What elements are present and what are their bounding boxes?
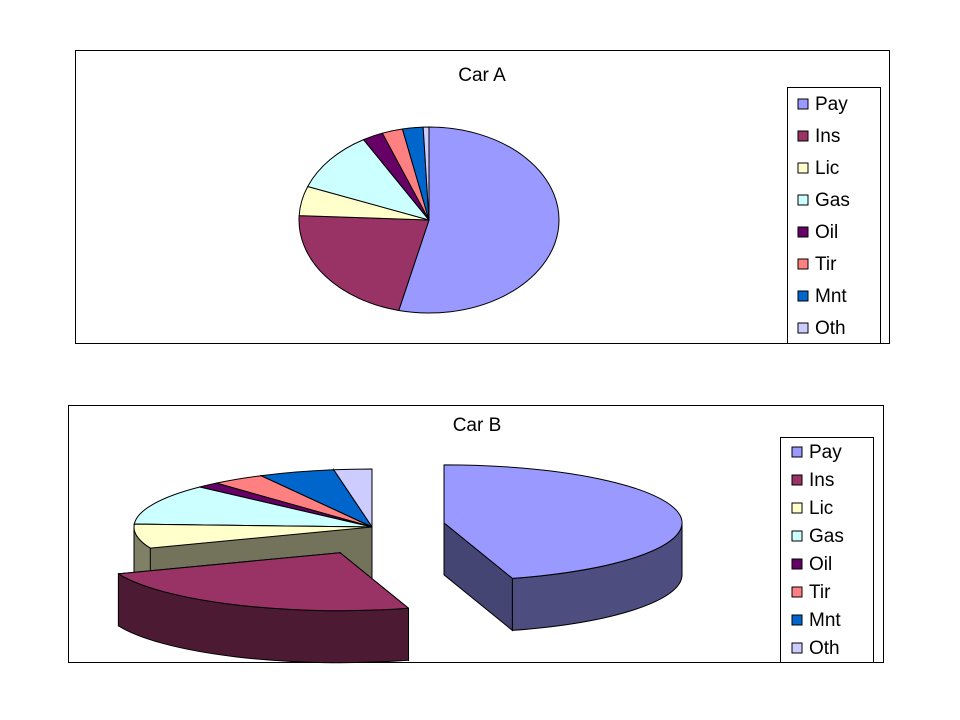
chart-b-legend-swatch-tir: [791, 586, 803, 598]
chart-b-legend-label-tir: Tir: [809, 582, 831, 603]
chart-b: Car B Pay Ins Lic Gas Oil Tir Mnt Oth: [68, 405, 884, 664]
chart-a-legend-label-tir: Tir: [815, 254, 837, 275]
chart-a-slices: [298, 126, 560, 314]
chart-a-slice-pay: [398, 126, 560, 314]
chart-b-slices: [117, 464, 683, 664]
chart-b-legend-label-mnt: Mnt: [809, 610, 841, 631]
chart-a-legend-label-ins: Ins: [815, 126, 840, 147]
chart-b-legend-swatch-ins: [791, 474, 803, 486]
chart-b-legend-label-pay: Pay: [809, 442, 842, 463]
chart-a-legend-swatch-oth: [797, 322, 809, 334]
chart-b-title: Car B: [453, 415, 502, 436]
chart-a-legend-label-lic: Lic: [815, 158, 839, 179]
chart-a-legend: Pay Ins Lic Gas Oil Tir Mnt Oth: [797, 94, 850, 339]
chart-a-legend-swatch-oil: [797, 226, 809, 238]
chart-b-legend-label-ins: Ins: [809, 470, 834, 491]
chart-a-legend-label-oil: Oil: [815, 222, 838, 243]
chart-b-legend-swatch-oil: [791, 558, 803, 570]
chart-a: Car A Pay Ins Lic Gas Oil Tir Mnt Oth: [75, 50, 890, 344]
chart-b-slice-ins: [117, 551, 410, 664]
chart-a-legend-swatch-ins: [797, 130, 809, 142]
chart-a-legend-label-mnt: Mnt: [815, 286, 847, 307]
chart-a-legend-label-gas: Gas: [815, 190, 850, 211]
chart-a-legend-label-oth: Oth: [815, 318, 846, 339]
chart-b-legend: Pay Ins Lic Gas Oil Tir Mnt Oth: [791, 442, 844, 659]
chart-b-legend-label-gas: Gas: [809, 526, 844, 547]
chart-b-legend-swatch-lic: [791, 502, 803, 514]
chart-a-legend-swatch-mnt: [797, 290, 809, 302]
chart-b-legend-swatch-oth: [791, 642, 803, 654]
chart-b-slice-pay: [443, 464, 683, 632]
chart-a-legend-swatch-tir: [797, 258, 809, 270]
chart-a-legend-swatch-pay: [797, 98, 809, 110]
chart-b-legend-swatch-mnt: [791, 614, 803, 626]
chart-a-slice-oth: [422, 126, 430, 221]
chart-b-legend-swatch-gas: [791, 530, 803, 542]
chart-a-legend-swatch-lic: [797, 162, 809, 174]
chart-a-legend-swatch-gas: [797, 194, 809, 206]
chart-a-title: Car A: [458, 65, 506, 86]
chart-a-slice-ins: [298, 215, 430, 311]
chart-a-legend-label-pay: Pay: [815, 94, 848, 115]
chart-b-legend-label-lic: Lic: [809, 498, 833, 519]
chart-b-legend-label-oth: Oth: [809, 638, 840, 659]
chart-b-legend-swatch-pay: [791, 446, 803, 458]
chart-b-legend-label-oil: Oil: [809, 554, 832, 575]
chart-a-slice-gas: [307, 139, 430, 221]
